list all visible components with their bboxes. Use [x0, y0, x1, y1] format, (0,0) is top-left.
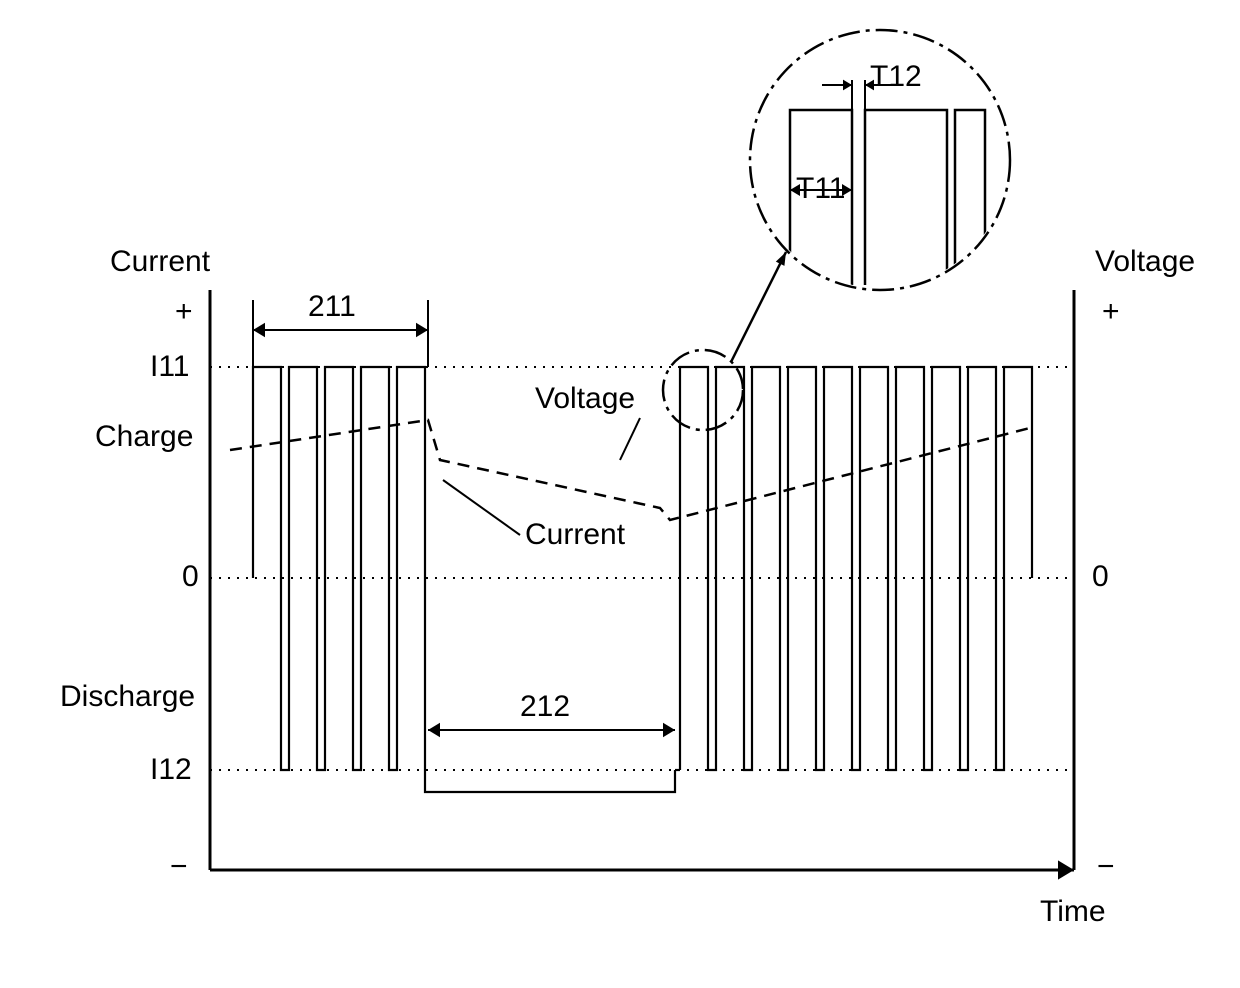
zero-right: 0 [1092, 560, 1109, 594]
left-plus: + [175, 295, 193, 329]
t11-label: T11 [796, 172, 845, 206]
right-axis-title: Voltage [1095, 245, 1195, 279]
dim-212-label: 212 [520, 690, 570, 724]
left-minus: − [170, 850, 188, 884]
right-minus: − [1097, 850, 1115, 884]
x-axis-title: Time [1040, 895, 1106, 929]
charge-label: Charge [95, 420, 193, 454]
zero-left: 0 [182, 560, 199, 594]
i12-label: I12 [150, 753, 192, 787]
left-axis-title: Current [110, 245, 210, 279]
dim-211-label: 211 [308, 290, 356, 324]
current-callout: Current [525, 518, 625, 552]
t12-label: T12 [870, 60, 922, 94]
timing-diagram: Current + − Voltage + − Time Charge Disc… [0, 0, 1240, 988]
i11-label: I11 [150, 350, 189, 384]
diagram-svg [0, 0, 1240, 988]
right-plus: + [1102, 295, 1120, 329]
voltage-callout: Voltage [535, 382, 635, 416]
discharge-label: Discharge [60, 680, 195, 714]
